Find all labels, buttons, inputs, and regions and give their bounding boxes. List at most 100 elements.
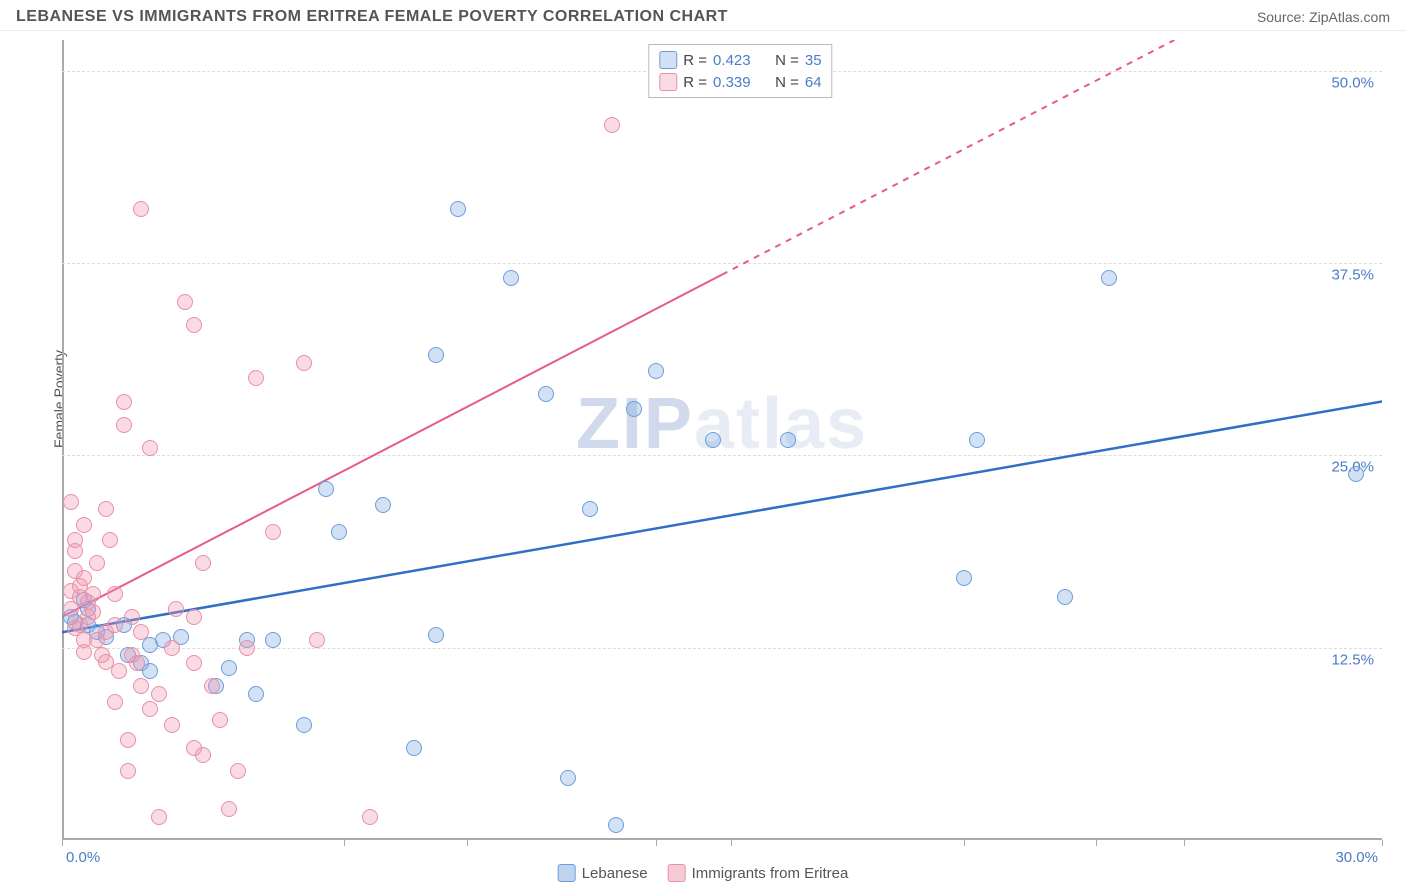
data-point [111,663,127,679]
data-point [248,370,264,386]
data-point [98,501,114,517]
data-point [560,770,576,786]
data-point [151,686,167,702]
data-point [164,717,180,733]
chart-header: LEBANESE VS IMMIGRANTS FROM ERITREA FEMA… [0,0,1406,31]
data-point [164,640,180,656]
r-label: R = [683,74,707,91]
legend-stats-row: R = 0.423 N = 35 [659,49,821,71]
data-point [116,417,132,433]
data-point [428,627,444,643]
n-value: 64 [805,74,822,91]
x-tick [344,840,345,846]
data-point [142,701,158,717]
data-point [186,317,202,333]
data-point [296,355,312,371]
data-point [538,386,554,402]
data-point [221,801,237,817]
x-tick [62,840,63,846]
r-value: 0.339 [713,74,751,91]
data-point [1057,589,1073,605]
data-point [239,640,255,656]
data-point [265,632,281,648]
legend-stats-row: R = 0.339 N = 64 [659,71,821,93]
data-point [133,678,149,694]
data-point [85,586,101,602]
data-point [120,732,136,748]
data-point [1348,466,1364,482]
data-point [195,747,211,763]
data-point [76,570,92,586]
x-tick-label: 0.0% [66,849,100,866]
x-tick [731,840,732,846]
data-point [116,394,132,410]
trend-lines [62,40,1382,840]
data-point [186,609,202,625]
data-point [608,817,624,833]
data-point [503,270,519,286]
r-value: 0.423 [713,52,751,69]
data-point [604,117,620,133]
data-point [142,440,158,456]
n-label: N = [775,52,799,69]
legend-item: Lebanese [558,864,648,882]
legend-item: Immigrants from Eritrea [668,864,849,882]
data-point [626,401,642,417]
grid-line [62,455,1382,456]
data-point [296,717,312,733]
trend-line-immigrants-from-eritrea [62,275,722,617]
data-point [133,624,149,640]
data-point [168,601,184,617]
x-tick [656,840,657,846]
source-attribution: Source: ZipAtlas.com [1257,9,1390,25]
data-point [212,712,228,728]
legend-swatch [659,51,677,69]
data-point [265,524,281,540]
x-tick [467,840,468,846]
y-axis-line [62,40,64,840]
legend-stats: R = 0.423 N = 35R = 0.339 N = 64 [648,44,832,98]
legend-label: Lebanese [582,865,648,882]
data-point [309,632,325,648]
data-point [969,432,985,448]
legend-swatch [659,73,677,91]
data-point [428,347,444,363]
data-point [89,555,105,571]
data-point [186,655,202,671]
data-point [450,201,466,217]
legend-bottom: Lebanese Immigrants from Eritrea [558,864,849,882]
grid-line [62,263,1382,264]
data-point [221,660,237,676]
data-point [1101,270,1117,286]
data-point [648,363,664,379]
data-point [63,494,79,510]
data-point [102,532,118,548]
data-point [956,570,972,586]
chart-area: Female Poverty ZIPatlas 12.5%25.0%37.5%5… [50,40,1390,840]
n-value: 35 [805,52,822,69]
grid-line [62,648,1382,649]
r-label: R = [683,52,707,69]
data-point [120,763,136,779]
data-point [204,678,220,694]
data-point [133,201,149,217]
data-point [195,555,211,571]
data-point [124,609,140,625]
data-point [107,586,123,602]
data-point [151,809,167,825]
y-tick-label: 12.5% [1331,651,1374,668]
y-tick-label: 50.0% [1331,74,1374,91]
legend-swatch [558,864,576,882]
x-tick [1382,840,1383,846]
legend-swatch [668,864,686,882]
data-point [107,617,123,633]
data-point [129,655,145,671]
x-tick-label: 30.0% [1335,849,1378,866]
watermark: ZIPatlas [576,383,868,465]
data-point [76,517,92,533]
x-tick [964,840,965,846]
data-point [85,604,101,620]
data-point [248,686,264,702]
legend-label: Immigrants from Eritrea [692,865,849,882]
data-point [582,501,598,517]
